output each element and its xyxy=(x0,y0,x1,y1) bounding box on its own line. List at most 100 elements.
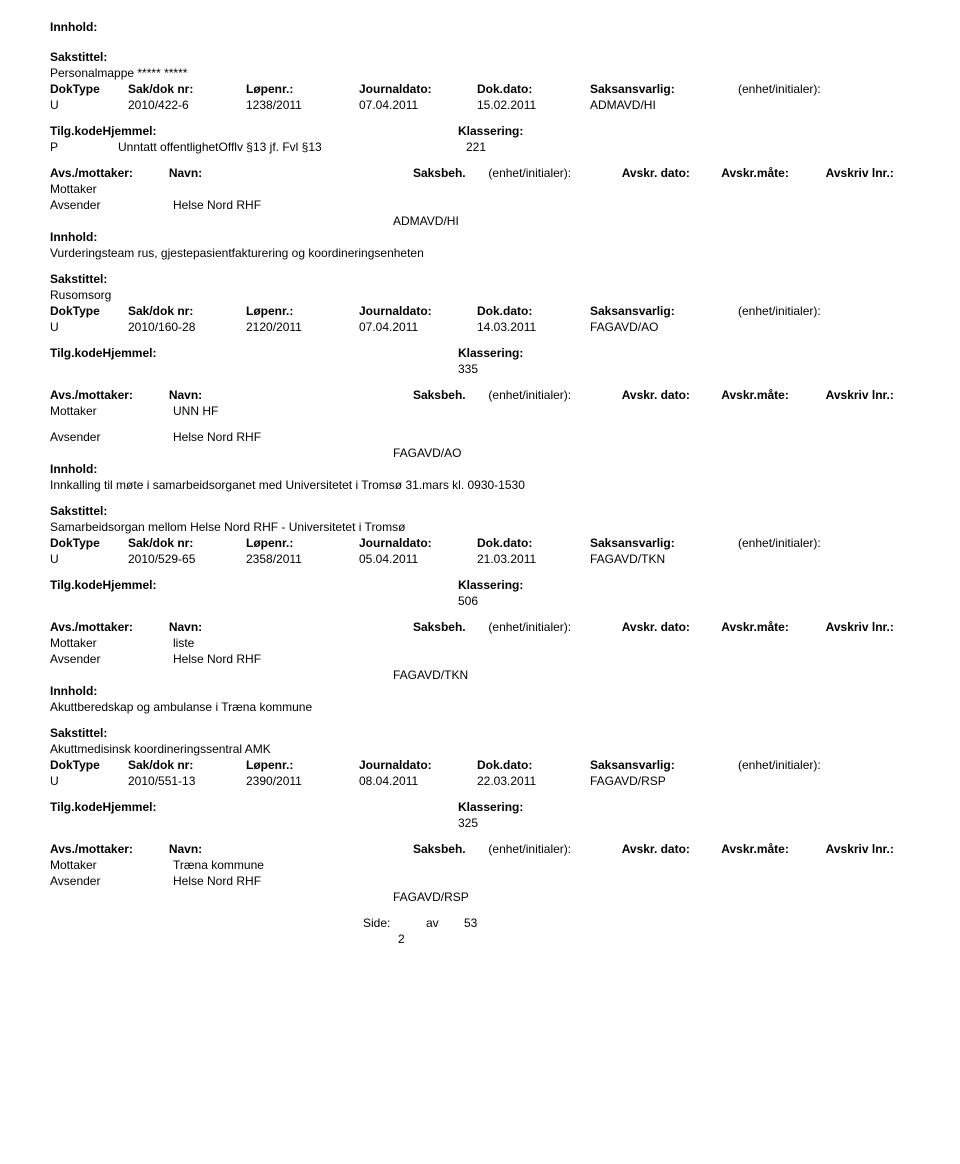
avskrivlnr-label: Avskriv lnr.: xyxy=(826,620,930,634)
klassering-value-row: 506 xyxy=(50,594,930,608)
columns-header: DokTypeSak/dok nr:Løpenr.:Journaldato:Do… xyxy=(50,758,930,772)
page-number: 2 xyxy=(398,932,413,946)
mottaker-label: Mottaker xyxy=(50,858,173,872)
avsmottaker-header: Avs./mottaker:Navn:Saksbeh.(enhet/initia… xyxy=(50,388,930,402)
hdr-lopenr: Løpenr.: xyxy=(246,758,359,772)
innhold-label: Innhold: xyxy=(50,20,930,34)
mottaker-row: Mottaker xyxy=(50,182,930,196)
avsmottaker-label: Avs./mottaker: xyxy=(50,842,169,856)
innhold-label: Innhold: xyxy=(50,684,930,698)
tilgkode-row: Tilg.kodeHjemmel:Klassering: xyxy=(50,578,930,592)
hdr-saksansvarlig: Saksansvarlig: xyxy=(590,758,738,772)
val-dokdato: 14.03.2011 xyxy=(477,320,590,334)
val-journaldato: 05.04.2011 xyxy=(359,552,477,566)
hdr-journaldato: Journaldato: xyxy=(359,536,477,550)
avskrdato-label: Avskr. dato: xyxy=(622,842,722,856)
sakstittel-label: Sakstittel: xyxy=(50,272,930,286)
val-journaldato: 07.04.2011 xyxy=(359,98,477,112)
val-lopenr: 2120/2011 xyxy=(246,320,359,334)
hdr-doktype: DokType xyxy=(50,82,128,96)
avsmottaker-label: Avs./mottaker: xyxy=(50,620,169,634)
spacer xyxy=(50,668,393,682)
avsender-row: AvsenderHelse Nord RHF xyxy=(50,652,930,666)
enhet2-label: (enhet/initialer): xyxy=(488,388,621,402)
avsender-label: Avsender xyxy=(50,652,173,666)
klassering-value: 335 xyxy=(458,362,486,376)
columns-values: U2010/529-652358/201105.04.201121.03.201… xyxy=(50,552,930,566)
enhet2-label: (enhet/initialer): xyxy=(488,842,621,856)
saksbeh-label: Saksbeh. xyxy=(413,620,488,634)
avsender-navn: Helse Nord RHF xyxy=(173,652,269,666)
spacer xyxy=(50,362,458,376)
val-dokdato: 15.02.2011 xyxy=(477,98,590,112)
beh-row: FAGAVD/TKN xyxy=(50,668,930,682)
avsmottaker-header: Avs./mottaker:Navn:Saksbeh.(enhet/initia… xyxy=(50,842,930,856)
avskrdato-label: Avskr. dato: xyxy=(622,620,722,634)
klassering-label: Klassering: xyxy=(458,346,531,360)
saksbeh-label: Saksbeh. xyxy=(413,842,488,856)
klassering-value-row: PUnntatt offentlighetOfflv §13 jf. Fvl §… xyxy=(50,140,930,154)
klassering-value: 506 xyxy=(458,594,486,608)
val-doktype: U xyxy=(50,552,128,566)
hdr-lopenr: Løpenr.: xyxy=(246,536,359,550)
val-doktype: U xyxy=(50,774,128,788)
hdr-dokdato: Dok.dato: xyxy=(477,536,590,550)
hdr-journaldato: Journaldato: xyxy=(359,82,477,96)
innhold-label: Innhold: xyxy=(50,230,930,244)
val-sakdok: 2010/160-28 xyxy=(128,320,246,334)
sakstittel-value: Rusomsorg xyxy=(50,288,930,302)
spacer xyxy=(50,214,393,228)
mottaker-label: Mottaker xyxy=(50,182,173,196)
hdr-lopenr: Løpenr.: xyxy=(246,82,359,96)
columns-values: U2010/422-61238/201107.04.201115.02.2011… xyxy=(50,98,930,112)
hdr-lopenr: Løpenr.: xyxy=(246,304,359,318)
navn-label: Navn: xyxy=(169,842,413,856)
klassering-value-row: 325 xyxy=(50,816,930,830)
enhet2-label: (enhet/initialer): xyxy=(488,166,621,180)
sakstittel-label: Sakstittel: xyxy=(50,726,930,740)
val-saksansvarlig: ADMAVD/HI xyxy=(590,98,738,112)
klassering-value-row: 335 xyxy=(50,362,930,376)
avskrivlnr-label: Avskriv lnr.: xyxy=(826,842,930,856)
navn-label: Navn: xyxy=(169,620,413,634)
unntatt-prefix: P xyxy=(50,140,118,154)
av-label: av xyxy=(426,916,464,930)
tilgkode-label: Tilg.kodeHjemmel: xyxy=(50,124,458,138)
avskrdato-label: Avskr. dato: xyxy=(622,388,722,402)
hdr-sakdok: Sak/dok nr: xyxy=(128,82,246,96)
saksbeh-label: Saksbeh. xyxy=(413,388,488,402)
hdr-sakdok: Sak/dok nr: xyxy=(128,304,246,318)
klassering-label: Klassering: xyxy=(458,578,531,592)
spacer xyxy=(50,916,363,930)
val-doktype: U xyxy=(50,320,128,334)
beh-row: ADMAVD/HI xyxy=(50,214,930,228)
hdr-saksansvarlig: Saksansvarlig: xyxy=(590,304,738,318)
val-sakdok: 2010/551-13 xyxy=(128,774,246,788)
avsender-row: AvsenderHelse Nord RHF xyxy=(50,874,930,888)
avskrmate-label: Avskr.måte: xyxy=(721,842,825,856)
sakstittel-value: Akuttmedisinsk koordineringssentral AMK xyxy=(50,742,930,756)
navn-label: Navn: xyxy=(169,166,413,180)
sakstittel-value: Personalmappe ***** ***** xyxy=(50,66,930,80)
beh-row: FAGAVD/RSP xyxy=(50,890,930,904)
avsender-navn: Helse Nord RHF xyxy=(173,874,269,888)
val-lopenr: 2358/2011 xyxy=(246,552,359,566)
hdr-sakdok: Sak/dok nr: xyxy=(128,758,246,772)
spacer xyxy=(50,594,458,608)
hdr-enhet: (enhet/initialer): xyxy=(738,536,866,550)
mottaker-navn: UNN HF xyxy=(173,404,226,418)
columns-header: DokTypeSak/dok nr:Løpenr.:Journaldato:Do… xyxy=(50,304,930,318)
unntatt-text: Unntatt offentlighetOfflv §13 jf. Fvl §1… xyxy=(118,140,466,154)
mottaker-row: MottakerTræna kommune xyxy=(50,858,930,872)
mottaker-row: Mottakerliste xyxy=(50,636,930,650)
hdr-journaldato: Journaldato: xyxy=(359,758,477,772)
tilgkode-label: Tilg.kodeHjemmel: xyxy=(50,578,458,592)
beh-value: ADMAVD/HI xyxy=(393,214,467,228)
avsender-navn: Helse Nord RHF xyxy=(173,198,269,212)
hdr-enhet: (enhet/initialer): xyxy=(738,758,866,772)
avsender-row: AvsenderHelse Nord RHF xyxy=(50,198,930,212)
val-sakdok: 2010/422-6 xyxy=(128,98,246,112)
klassering-value: 221 xyxy=(466,140,494,154)
mottaker-row: MottakerUNN HF xyxy=(50,404,930,418)
klassering-label: Klassering: xyxy=(458,800,531,814)
